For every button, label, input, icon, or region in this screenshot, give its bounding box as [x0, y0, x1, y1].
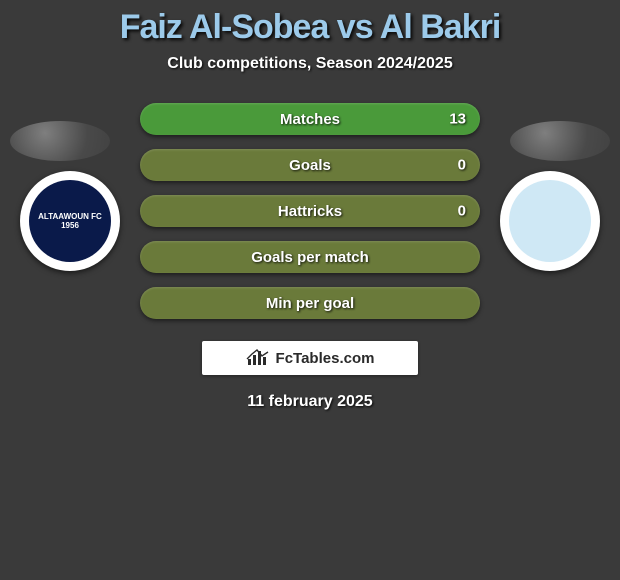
stat-bar: Goals per match: [140, 241, 480, 273]
club-badge-right-inner: [509, 180, 591, 262]
date-text: 11 february 2025: [0, 393, 620, 411]
club-badge-left-inner: ALTAAWOUN FC 1956: [29, 180, 111, 262]
player-silhouette-right: [510, 121, 610, 161]
stats-list: Matches 13 Goals 0 Hattricks 0 Goals per match…: [140, 103, 480, 319]
subtitle: Club competitions, Season 2024/2025: [0, 55, 620, 73]
stat-value-right: 13: [449, 111, 466, 128]
club-badge-right: [500, 171, 600, 271]
player-silhouette-left: [10, 121, 110, 161]
chart-icon: [246, 349, 270, 367]
club-badge-left: ALTAAWOUN FC 1956: [20, 171, 120, 271]
comparison-panel: ALTAAWOUN FC 1956 Matches13Goals0Hattric…: [0, 103, 620, 411]
stat-bar: Min per goal: [140, 287, 480, 319]
stat-bar: Hattricks 0: [140, 195, 480, 227]
page-title: Faiz Al-Sobea vs Al Bakri: [0, 0, 620, 47]
attribution-text: FcTables.com: [276, 350, 375, 367]
attribution-badge: FcTables.com: [202, 341, 418, 375]
stat-value-right: 0: [458, 203, 466, 220]
stat-label: Hattricks: [278, 203, 342, 220]
stat-bar: Goals 0: [140, 149, 480, 181]
stat-label: Goals: [289, 157, 331, 174]
stat-label: Matches: [280, 111, 340, 128]
stat-bar: Matches 13: [140, 103, 480, 135]
stat-label: Goals per match: [251, 249, 369, 266]
stat-label: Min per goal: [266, 295, 354, 312]
stat-value-right: 0: [458, 157, 466, 174]
